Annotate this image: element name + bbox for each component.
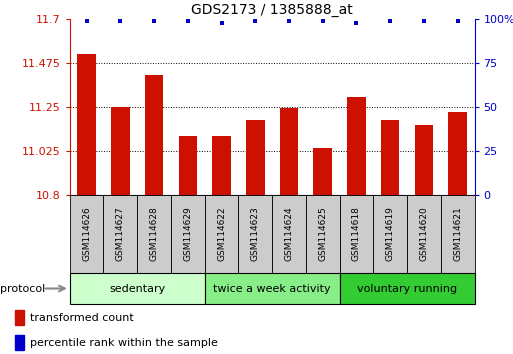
Text: twice a week activity: twice a week activity <box>213 284 331 293</box>
Point <box>218 20 226 26</box>
Bar <box>145 75 163 195</box>
Bar <box>280 108 298 195</box>
Bar <box>246 120 265 195</box>
Bar <box>171 195 205 273</box>
Bar <box>381 120 400 195</box>
Bar <box>373 195 407 273</box>
Bar <box>212 136 231 195</box>
Point <box>285 18 293 24</box>
Bar <box>347 97 366 195</box>
Bar <box>415 125 433 195</box>
Text: protocol: protocol <box>0 284 45 293</box>
Bar <box>313 148 332 195</box>
Point <box>453 18 462 24</box>
Bar <box>306 195 340 273</box>
Text: voluntary running: voluntary running <box>357 284 457 293</box>
Title: GDS2173 / 1385888_at: GDS2173 / 1385888_at <box>191 3 353 17</box>
Bar <box>205 195 239 273</box>
Point <box>386 18 394 24</box>
Text: GSM114621: GSM114621 <box>453 206 462 261</box>
Bar <box>340 273 475 304</box>
Text: GSM114623: GSM114623 <box>251 206 260 261</box>
Bar <box>104 195 137 273</box>
Text: GSM114625: GSM114625 <box>318 206 327 261</box>
Text: GSM114620: GSM114620 <box>420 206 428 261</box>
Bar <box>441 195 475 273</box>
Text: GSM114627: GSM114627 <box>116 206 125 261</box>
Point <box>116 18 125 24</box>
Bar <box>340 195 373 273</box>
Point <box>184 18 192 24</box>
Text: sedentary: sedentary <box>109 284 165 293</box>
Bar <box>137 195 171 273</box>
Bar <box>205 273 340 304</box>
Bar <box>70 195 104 273</box>
Text: GSM114626: GSM114626 <box>82 206 91 261</box>
Bar <box>407 195 441 273</box>
Bar <box>77 53 96 195</box>
Bar <box>70 273 205 304</box>
Bar <box>179 136 197 195</box>
Point <box>352 20 361 26</box>
Text: percentile rank within the sample: percentile rank within the sample <box>30 338 218 348</box>
Bar <box>239 195 272 273</box>
Point <box>319 18 327 24</box>
Bar <box>15 335 25 350</box>
Point <box>83 18 91 24</box>
Text: GSM114622: GSM114622 <box>217 206 226 261</box>
Text: GSM114624: GSM114624 <box>285 206 293 261</box>
Text: GSM114628: GSM114628 <box>150 206 159 261</box>
Bar <box>111 107 130 195</box>
Bar <box>272 195 306 273</box>
Text: transformed count: transformed count <box>30 313 133 323</box>
Point <box>150 18 158 24</box>
Text: GSM114618: GSM114618 <box>352 206 361 261</box>
Point <box>420 18 428 24</box>
Bar <box>448 112 467 195</box>
Text: GSM114619: GSM114619 <box>386 206 394 261</box>
Bar <box>15 310 25 325</box>
Point <box>251 18 260 24</box>
Text: GSM114629: GSM114629 <box>183 206 192 261</box>
